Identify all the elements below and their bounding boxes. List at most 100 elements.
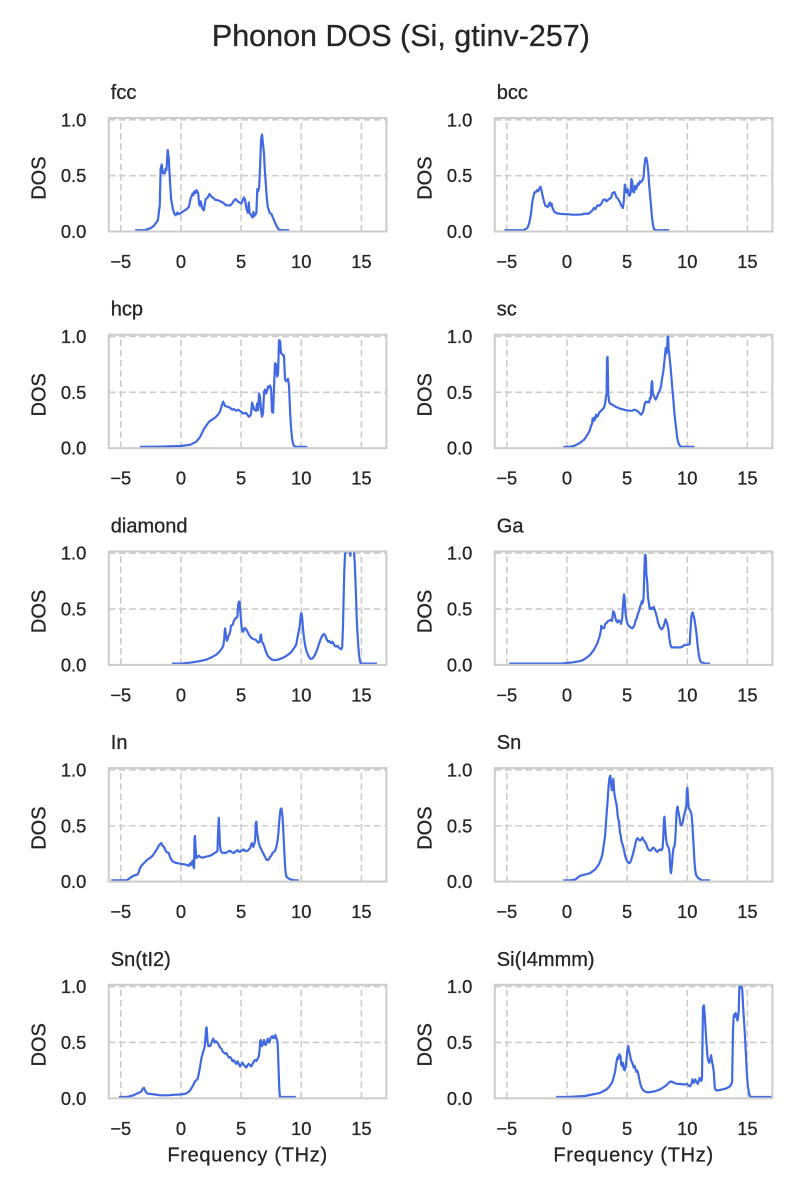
svg-text:0.5: 0.5	[61, 382, 86, 403]
svg-text:1.0: 1.0	[61, 109, 86, 130]
svg-text:0: 0	[176, 901, 186, 922]
svg-text:0.5: 0.5	[447, 815, 472, 836]
svg-text:DOS: DOS	[415, 373, 437, 416]
svg-text:15: 15	[737, 684, 757, 705]
svg-text:−5: −5	[110, 684, 131, 705]
svg-text:Sn: Sn	[497, 732, 521, 754]
svg-text:10: 10	[677, 251, 697, 272]
svg-text:1.0: 1.0	[447, 326, 472, 347]
svg-text:1.0: 1.0	[61, 326, 86, 347]
svg-text:10: 10	[291, 1118, 311, 1139]
svg-text:15: 15	[351, 901, 371, 922]
svg-text:hcp: hcp	[111, 299, 143, 321]
svg-text:−5: −5	[110, 251, 131, 272]
svg-text:0.0: 0.0	[447, 1088, 472, 1109]
svg-text:10: 10	[677, 1118, 697, 1139]
svg-text:DOS: DOS	[29, 373, 51, 416]
svg-text:−5: −5	[496, 901, 517, 922]
svg-text:5: 5	[236, 684, 246, 705]
svg-text:−5: −5	[110, 901, 131, 922]
svg-text:10: 10	[291, 684, 311, 705]
svg-text:0: 0	[176, 1118, 186, 1139]
svg-text:15: 15	[737, 901, 757, 922]
svg-text:0: 0	[562, 251, 572, 272]
svg-text:10: 10	[291, 251, 311, 272]
svg-text:1.0: 1.0	[61, 976, 86, 997]
svg-text:5: 5	[622, 901, 632, 922]
svg-text:15: 15	[737, 1118, 757, 1139]
svg-text:15: 15	[737, 468, 757, 489]
svg-text:5: 5	[236, 1118, 246, 1139]
svg-text:0.5: 0.5	[61, 165, 86, 186]
svg-text:diamond: diamond	[111, 515, 188, 537]
svg-text:−5: −5	[110, 468, 131, 489]
svg-text:0.0: 0.0	[61, 221, 86, 242]
svg-text:0.5: 0.5	[447, 382, 472, 403]
svg-text:5: 5	[622, 684, 632, 705]
svg-text:10: 10	[291, 901, 311, 922]
svg-text:−5: −5	[496, 251, 517, 272]
svg-text:1.0: 1.0	[447, 109, 472, 130]
svg-text:DOS: DOS	[29, 590, 51, 633]
svg-text:0: 0	[562, 468, 572, 489]
svg-text:0.5: 0.5	[61, 815, 86, 836]
svg-text:−5: −5	[496, 468, 517, 489]
svg-text:Frequency (THz): Frequency (THz)	[167, 1145, 328, 1167]
svg-text:0.0: 0.0	[61, 654, 86, 675]
svg-text:1.0: 1.0	[61, 759, 86, 780]
svg-text:0.5: 0.5	[447, 165, 472, 186]
svg-text:0: 0	[562, 684, 572, 705]
svg-text:0: 0	[176, 251, 186, 272]
svg-text:15: 15	[351, 468, 371, 489]
svg-text:0.0: 0.0	[447, 438, 472, 459]
svg-text:bcc: bcc	[497, 82, 528, 104]
svg-text:5: 5	[622, 251, 632, 272]
svg-text:10: 10	[677, 684, 697, 705]
svg-text:0.5: 0.5	[61, 599, 86, 620]
svg-text:1.0: 1.0	[447, 543, 472, 564]
svg-text:DOS: DOS	[415, 806, 437, 849]
svg-text:sc: sc	[497, 299, 517, 321]
svg-text:0.0: 0.0	[61, 438, 86, 459]
svg-text:DOS: DOS	[29, 806, 51, 849]
svg-text:Phonon DOS (Si, gtinv-257): Phonon DOS (Si, gtinv-257)	[212, 19, 590, 53]
svg-text:0: 0	[562, 901, 572, 922]
svg-text:DOS: DOS	[29, 156, 51, 199]
svg-text:0.0: 0.0	[447, 221, 472, 242]
svg-text:0.0: 0.0	[61, 1088, 86, 1109]
svg-text:DOS: DOS	[415, 156, 437, 199]
svg-text:15: 15	[351, 251, 371, 272]
svg-text:5: 5	[622, 1118, 632, 1139]
svg-text:10: 10	[677, 901, 697, 922]
svg-text:Ga: Ga	[497, 515, 525, 537]
svg-text:Sn(tI2): Sn(tI2)	[111, 949, 171, 971]
svg-text:fcc: fcc	[111, 82, 137, 104]
svg-text:−5: −5	[110, 1118, 131, 1139]
svg-text:5: 5	[236, 901, 246, 922]
svg-text:5: 5	[622, 468, 632, 489]
svg-text:Frequency (THz): Frequency (THz)	[553, 1145, 714, 1167]
svg-text:0.0: 0.0	[447, 654, 472, 675]
svg-text:15: 15	[351, 684, 371, 705]
svg-text:DOS: DOS	[415, 590, 437, 633]
svg-text:10: 10	[291, 468, 311, 489]
svg-text:15: 15	[737, 251, 757, 272]
svg-text:0: 0	[562, 1118, 572, 1139]
svg-text:Si(I4mmm): Si(I4mmm)	[497, 949, 595, 971]
svg-text:5: 5	[236, 468, 246, 489]
svg-text:0: 0	[176, 684, 186, 705]
svg-text:1.0: 1.0	[447, 976, 472, 997]
svg-text:15: 15	[351, 1118, 371, 1139]
svg-text:1.0: 1.0	[61, 543, 86, 564]
svg-text:DOS: DOS	[415, 1023, 437, 1066]
svg-text:0.0: 0.0	[447, 871, 472, 892]
svg-text:−5: −5	[496, 684, 517, 705]
svg-text:In: In	[111, 732, 128, 754]
svg-text:0.5: 0.5	[61, 1032, 86, 1053]
svg-text:0: 0	[176, 468, 186, 489]
svg-text:0.5: 0.5	[447, 599, 472, 620]
svg-text:5: 5	[236, 251, 246, 272]
svg-text:0.0: 0.0	[61, 871, 86, 892]
svg-text:−5: −5	[496, 1118, 517, 1139]
svg-text:1.0: 1.0	[447, 759, 472, 780]
